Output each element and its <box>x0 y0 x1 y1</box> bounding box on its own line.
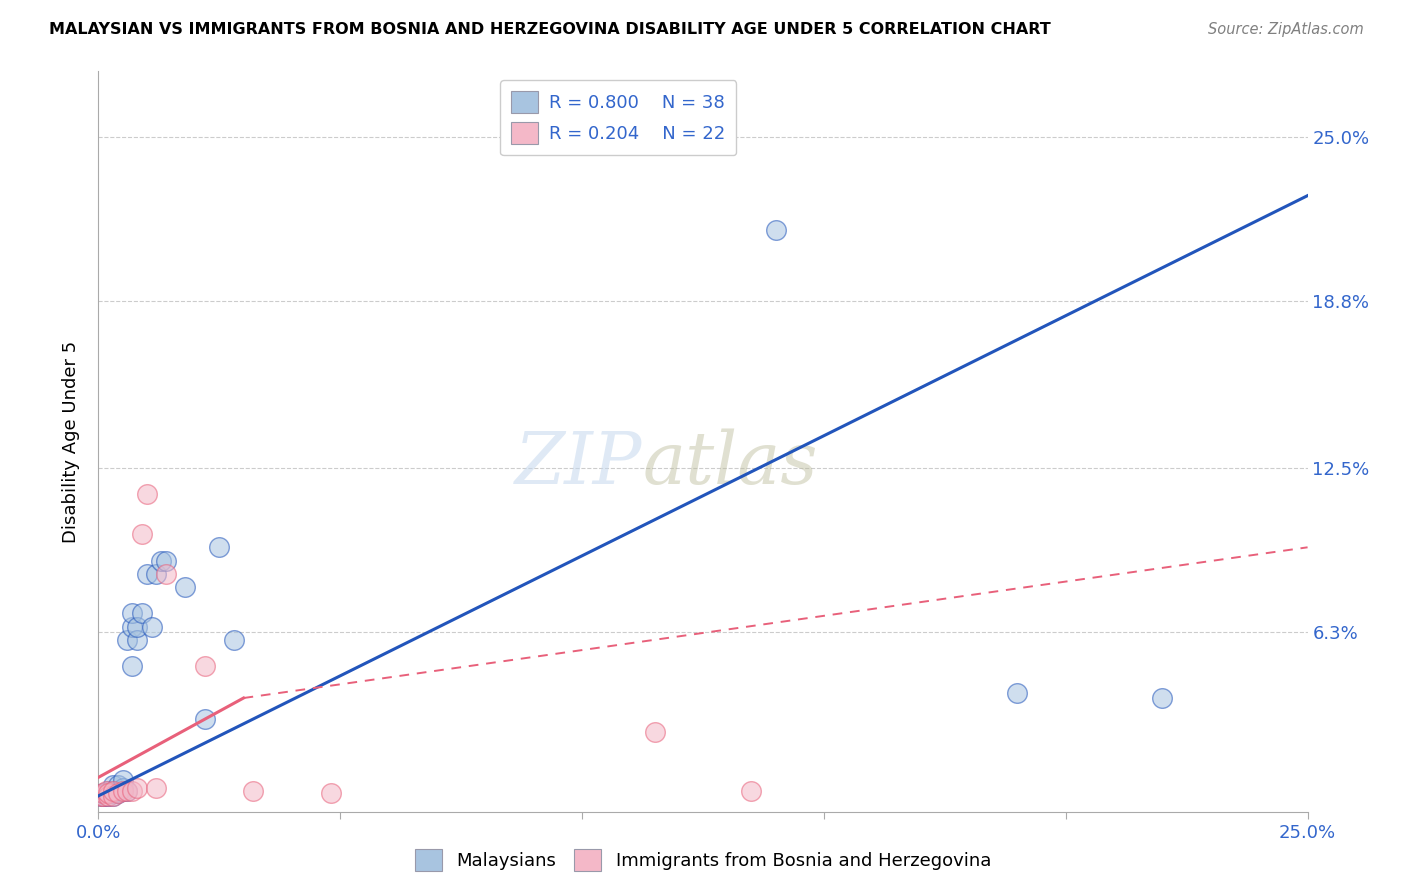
Point <box>111 780 134 795</box>
Point <box>101 786 124 800</box>
Point <box>765 223 787 237</box>
Point <box>117 632 139 647</box>
Legend: Malaysians, Immigrants from Bosnia and Herzegovina: Malaysians, Immigrants from Bosnia and H… <box>408 842 998 879</box>
Point <box>208 541 231 555</box>
Point <box>97 789 120 803</box>
Point <box>174 580 197 594</box>
Point <box>121 607 143 621</box>
Point <box>111 772 134 787</box>
Point <box>101 783 124 797</box>
Point <box>107 778 129 792</box>
Point <box>121 783 143 797</box>
Point <box>194 659 217 673</box>
Point <box>94 789 117 803</box>
Point <box>121 620 143 634</box>
Point <box>94 786 117 800</box>
Point <box>94 783 117 797</box>
Point <box>91 786 114 800</box>
Point <box>242 783 264 797</box>
Point <box>319 786 342 800</box>
Point <box>117 783 139 797</box>
Point <box>107 786 129 800</box>
Point <box>145 566 167 581</box>
Text: Source: ZipAtlas.com: Source: ZipAtlas.com <box>1208 22 1364 37</box>
Point <box>1007 686 1029 700</box>
Point <box>121 659 143 673</box>
Point <box>1152 691 1174 706</box>
Point <box>90 789 112 803</box>
Point <box>131 527 153 541</box>
Point <box>155 566 177 581</box>
Point <box>145 780 167 795</box>
Point <box>90 789 112 803</box>
Point <box>91 789 114 803</box>
Point <box>91 789 114 803</box>
Point <box>97 789 120 803</box>
Point <box>127 780 149 795</box>
Point <box>135 487 157 501</box>
Point <box>127 620 149 634</box>
Point <box>141 620 163 634</box>
Point <box>107 783 129 797</box>
Point <box>91 786 114 800</box>
Point <box>644 725 666 739</box>
Legend: R = 0.800    N = 38, R = 0.204    N = 22: R = 0.800 N = 38, R = 0.204 N = 22 <box>501 80 737 155</box>
Point <box>135 566 157 581</box>
Point <box>194 712 217 726</box>
Point <box>111 783 134 797</box>
Point <box>222 632 245 647</box>
Point <box>127 632 149 647</box>
Point <box>97 786 120 800</box>
Point <box>101 778 124 792</box>
Point <box>117 783 139 797</box>
Point <box>101 789 124 803</box>
Text: ZIP: ZIP <box>515 428 643 499</box>
Text: atlas: atlas <box>643 428 818 499</box>
Point <box>107 786 129 800</box>
Point <box>97 786 120 800</box>
Point <box>101 783 124 797</box>
Point <box>150 553 173 567</box>
Text: MALAYSIAN VS IMMIGRANTS FROM BOSNIA AND HERZEGOVINA DISABILITY AGE UNDER 5 CORRE: MALAYSIAN VS IMMIGRANTS FROM BOSNIA AND … <box>49 22 1050 37</box>
Point <box>97 783 120 797</box>
Y-axis label: Disability Age Under 5: Disability Age Under 5 <box>62 341 80 542</box>
Point <box>101 789 124 803</box>
Point <box>155 553 177 567</box>
Point <box>740 783 762 797</box>
Point <box>111 783 134 797</box>
Point <box>131 607 153 621</box>
